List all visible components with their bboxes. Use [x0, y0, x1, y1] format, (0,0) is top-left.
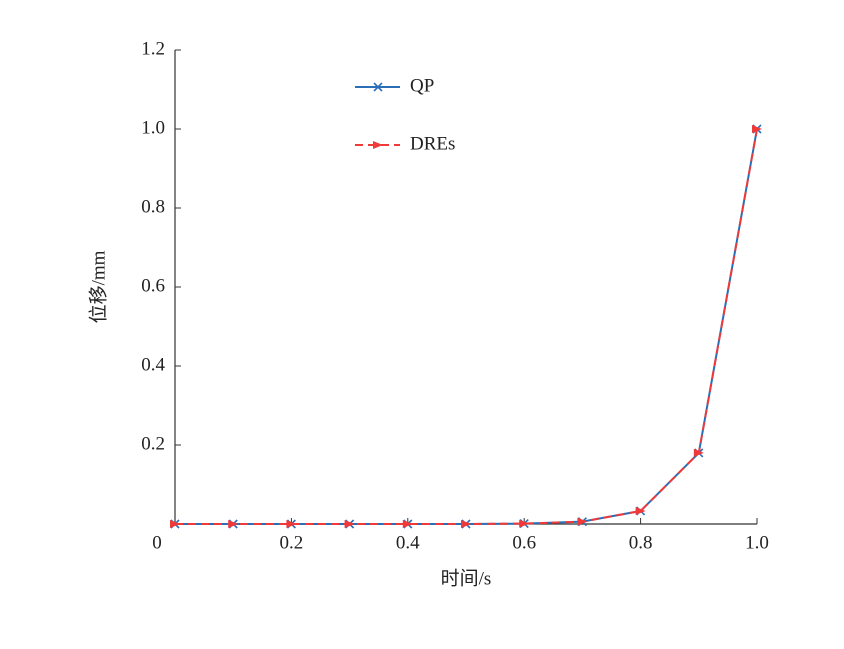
legend-label: DREs	[410, 133, 455, 154]
x-tick-label: 0.2	[280, 532, 304, 553]
data-point	[170, 520, 180, 528]
y-axis-label: 位移/mm	[87, 250, 109, 323]
series-line	[175, 128, 758, 525]
x-tick-label: 0.8	[629, 532, 653, 553]
data-point	[286, 520, 297, 528]
legend-marker	[373, 141, 383, 149]
x-tick-label: 0.4	[396, 532, 420, 553]
data-point	[402, 520, 413, 528]
y-tick-label: 0.6	[141, 275, 165, 296]
data-point	[461, 520, 471, 528]
data-point	[635, 506, 646, 515]
y-tick-label: 1.2	[141, 38, 165, 59]
x-tick-label: 1.0	[745, 532, 769, 553]
data-point	[519, 519, 530, 528]
legend-marker	[373, 82, 383, 92]
data-point	[693, 448, 704, 457]
y-tick-label: 0.2	[141, 433, 165, 454]
x-tick-label: 0	[152, 532, 162, 553]
legend-label: QP	[410, 75, 434, 96]
data-point	[752, 125, 762, 133]
data-point	[228, 520, 239, 528]
data-point	[577, 517, 588, 526]
y-tick-label: 0.8	[141, 196, 165, 217]
series-line	[175, 128, 758, 525]
x-tick-label: 0.6	[512, 532, 536, 553]
data-point	[344, 520, 355, 528]
y-tick-label: 1.0	[141, 117, 165, 138]
x-axis-label: 时间/s	[441, 567, 492, 589]
y-tick-label: 0.4	[141, 354, 165, 375]
